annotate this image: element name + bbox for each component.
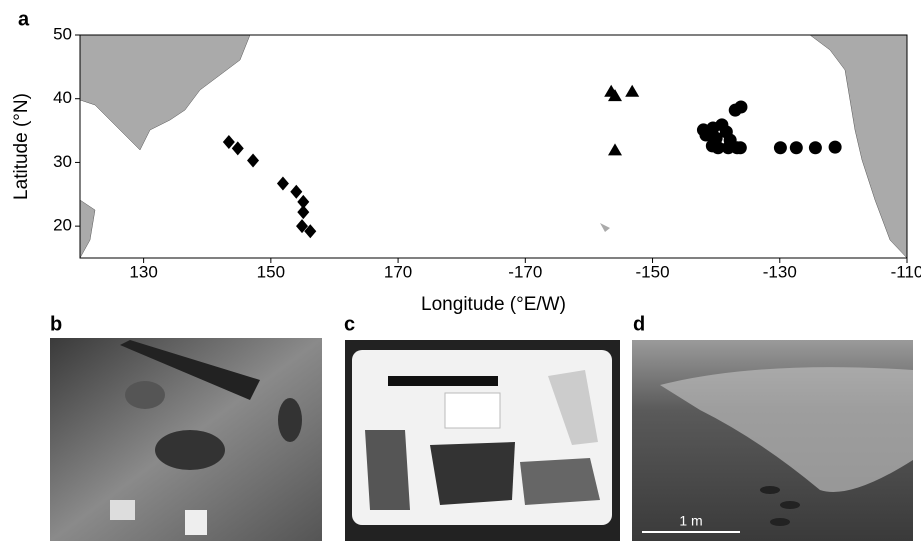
x-tick-label: -150 xyxy=(636,262,670,281)
triangle-point xyxy=(608,143,623,156)
circle-point xyxy=(711,141,725,155)
circle-point xyxy=(721,141,735,155)
circle-point xyxy=(808,141,822,155)
x-tick-label: 150 xyxy=(257,262,285,281)
diamond-point xyxy=(231,141,244,156)
x-tick-label: 170 xyxy=(384,262,412,281)
x-tick-label: -130 xyxy=(763,262,797,281)
y-tick-label: 30 xyxy=(53,152,72,171)
panel-label: c xyxy=(344,313,355,335)
x-tick-label: -170 xyxy=(508,262,542,281)
circle-point xyxy=(828,140,842,154)
diamond-point xyxy=(290,184,303,199)
diamond-point xyxy=(297,194,310,209)
diamond-point xyxy=(297,205,310,220)
panel-label: a xyxy=(18,8,30,30)
circle-point xyxy=(789,141,803,155)
triangle-point xyxy=(608,89,623,102)
x-axis-label: Longitude (°E/W) xyxy=(421,294,566,315)
panel-label: b xyxy=(50,313,62,335)
y-tick-label: 50 xyxy=(53,24,72,43)
circle-point xyxy=(734,100,748,114)
y-tick-label: 40 xyxy=(53,88,72,107)
scale-label: 1 m xyxy=(679,513,702,529)
triangle-point xyxy=(625,84,640,97)
map-frame xyxy=(79,34,908,259)
circle-point xyxy=(733,141,747,155)
land xyxy=(80,35,907,258)
circle-point xyxy=(773,141,787,155)
diamond-point xyxy=(276,176,289,191)
y-axis-label: Latitude (°N) xyxy=(11,93,32,200)
diamond-point xyxy=(222,135,235,150)
diamond-point xyxy=(296,219,309,234)
photo-c xyxy=(345,340,620,541)
diamond-point xyxy=(304,224,317,239)
y-tick-label: 20 xyxy=(53,216,72,235)
x-tick-label: 130 xyxy=(129,262,157,281)
diamond-point xyxy=(247,153,260,168)
photo-d: 1 m xyxy=(632,340,913,541)
photo-b xyxy=(50,338,322,541)
x-tick-label: -110 xyxy=(891,262,921,281)
panel-label: d xyxy=(633,313,645,335)
